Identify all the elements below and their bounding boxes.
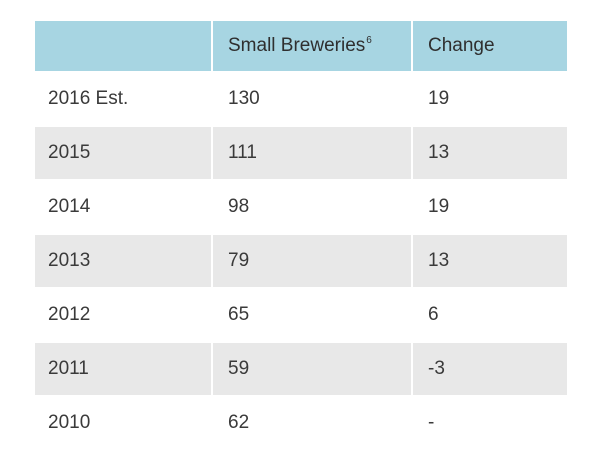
cell-year: 2015 [48,142,91,163]
cell-breweries: 59 [211,343,411,395]
cell-year: 2013 [48,250,91,271]
table-row: 2015 111 13 [35,125,567,179]
table-row: 2011 59 -3 [35,341,567,395]
cell-breweries: 98 [211,181,411,233]
cell-year: 2014 [48,196,91,217]
cell-breweries: 79 [211,235,411,287]
cell-change: 13 [411,127,567,179]
cell-change: -3 [411,343,567,395]
cell-breweries: 111 [211,127,411,179]
table-row: 2013 79 13 [35,233,567,287]
table-row: 2016 Est. 130 19 [35,71,567,125]
breweries-table: Small Breweries 6 Change 2016 Est. 130 19… [35,21,567,449]
header-label-small-breweries: Small Breweries [228,35,366,56]
cell-year: 2012 [48,304,91,325]
table-row: 2014 98 19 [35,179,567,233]
cell-change: 19 [411,181,567,233]
cell-change: 6 [411,289,567,341]
cell-breweries: 130 [211,73,411,125]
cell-year: 2010 [48,412,91,433]
table-header-row: Small Breweries 6 Change [35,21,567,71]
cell-breweries: 62 [211,397,411,449]
header-cell-change: Change [411,21,567,71]
table-row: 2012 65 6 [35,287,567,341]
header-cell-small-breweries: Small Breweries 6 [211,21,411,71]
table-row: 2010 62 - [35,395,567,449]
cell-year: 2016 Est. [48,88,129,109]
cell-breweries: 65 [211,289,411,341]
cell-year: 2011 [48,358,89,379]
cell-change: 13 [411,235,567,287]
footnote-marker: 6 [366,34,372,46]
cell-change: - [411,397,567,449]
header-cell-year [35,21,211,71]
cell-change: 19 [411,73,567,125]
